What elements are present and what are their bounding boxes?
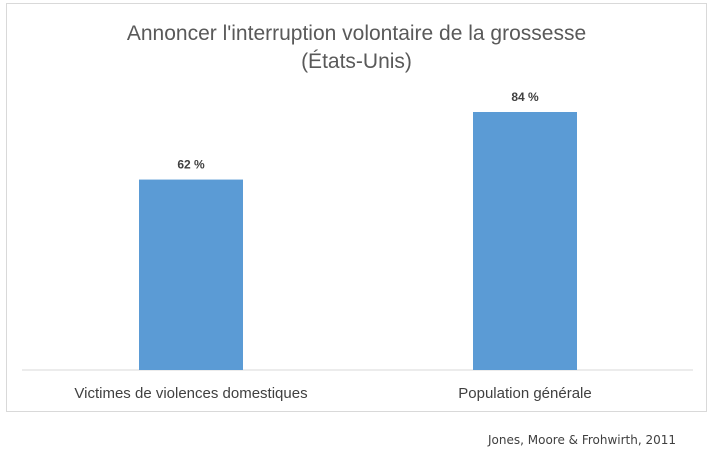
chart-title: Annoncer l'interruption volontaire de la… bbox=[126, 22, 587, 45]
category-label-1: Population générale bbox=[458, 385, 591, 402]
chart-frame: Annoncer l'interruption volontaire de la… bbox=[6, 3, 707, 412]
chart-plot: 62 % Victimes de violences domestiques 84 … bbox=[22, 90, 693, 402]
source-note: Jones, Moore & Frohwirth, 2011 bbox=[488, 433, 677, 447]
data-label-1: 84 % bbox=[511, 90, 539, 104]
data-label-0: 62 % bbox=[177, 158, 205, 172]
chart-subtitle: (États-Unis) bbox=[301, 50, 412, 73]
bar-1 bbox=[473, 112, 577, 370]
chart-title-block: Annoncer l'interruption volontaire de la… bbox=[7, 20, 706, 76]
category-label-0: Victimes de violences domestiques bbox=[74, 385, 307, 402]
bar-0 bbox=[139, 179, 243, 370]
